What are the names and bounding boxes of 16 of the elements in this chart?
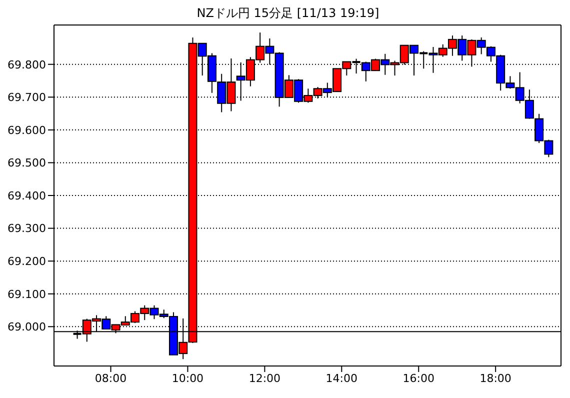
- x-tick-label: 10:00: [172, 372, 204, 385]
- chart-title: NZドル円 15分足 [11/13 19:19]: [196, 5, 380, 22]
- y-tick-label: 69.800: [8, 58, 46, 72]
- x-tick-label: 18:00: [480, 372, 512, 385]
- x-tick-label: 16:00: [402, 372, 434, 385]
- y-tick-label: 69.400: [8, 189, 46, 202]
- y-tick-label: 69.000: [8, 320, 46, 334]
- y-tick-label: 69.600: [8, 124, 46, 137]
- x-tick-label: 12:00: [248, 372, 281, 385]
- y-tick-label: 69.700: [8, 91, 46, 104]
- x-tick-label: 08:00: [94, 372, 127, 385]
- y-tick-label: 69.500: [8, 156, 46, 170]
- y-tick-label: 69.200: [8, 254, 46, 268]
- y-tick-label: 69.300: [8, 222, 46, 236]
- y-tick-label: 69.100: [8, 288, 46, 301]
- x-tick-label: 14:00: [326, 372, 358, 385]
